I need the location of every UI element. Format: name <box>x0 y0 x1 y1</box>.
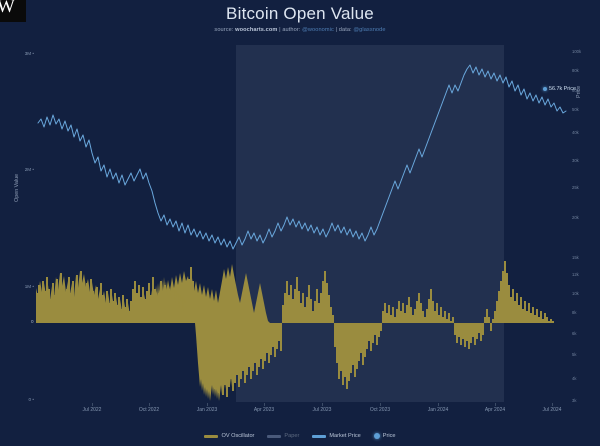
x-axis-tick-1: Oct 2022 <box>138 407 160 413</box>
legend-label-market-price: Market Price <box>329 433 361 439</box>
right-axis-tick-0: 100k <box>572 49 582 54</box>
ov-oscillator-bars <box>36 267 198 323</box>
x-axis-tick-8: Jul 2024 <box>542 407 562 413</box>
ov-oscillator-final-bars <box>454 261 554 349</box>
woocharts-watermark: W <box>0 0 26 22</box>
subtitle-separator-1: | <box>279 27 281 33</box>
right-axis-tick-7: 20k <box>572 215 579 220</box>
plot-area <box>36 45 568 402</box>
x-tickmark-0 <box>92 403 93 406</box>
oscillator-detail-layer <box>36 261 554 397</box>
right-axis-tick-9: 12k <box>572 272 579 277</box>
legend-swatch-paper <box>267 434 282 438</box>
right-axis-tick-1: 80k <box>572 68 579 73</box>
x-tickmark-5 <box>380 403 381 406</box>
price-marker-label: 56.7k Price <box>549 86 576 92</box>
right-axis-tick-13: 5k <box>572 352 577 357</box>
left-axis-tick-2: 1M • <box>24 284 34 289</box>
right-axis-tick-8: 15k <box>572 255 579 260</box>
legend-item-market-price[interactable]: Market Price <box>312 433 361 439</box>
legend-swatch-market-price <box>312 434 327 438</box>
market-price-layer <box>37 64 567 250</box>
x-axis-tick-5: Oct 2023 <box>369 407 391 413</box>
subtitle-source-value: woocharts.com <box>235 27 278 33</box>
watermark-letter: W <box>0 0 15 17</box>
subtitle-data-label: data: <box>338 27 352 33</box>
x-tickmark-3 <box>264 403 265 406</box>
x-axis-tick-7: Apr 2024 <box>484 407 506 413</box>
x-tickmark-6 <box>438 403 439 406</box>
legend-label-ov-oscillator: OV Oscillator <box>221 433 255 439</box>
legend-swatch-ov-oscillator <box>204 434 219 438</box>
x-axis-tick-3: Apr 2023 <box>253 407 275 413</box>
ov-oscillator-late2023-bars <box>334 323 382 389</box>
x-axis-tick-6: Jan 2024 <box>427 407 449 413</box>
chart-subtitle: source: woocharts.com | author: @woonomi… <box>0 27 600 33</box>
subtitle-data-value: @glassnode <box>353 27 386 33</box>
price-marker-dot <box>543 87 547 91</box>
left-axis-tick-0: 3M • <box>24 51 34 56</box>
right-axis-tick-4: 40k <box>572 130 579 135</box>
ov-oscillator-negative-bars <box>198 323 282 397</box>
legend-item-paper[interactable]: Paper <box>267 433 299 439</box>
right-axis-tick-12: 6k <box>572 331 577 336</box>
x-axis-tick-4: Jul 2023 <box>312 407 332 413</box>
left-axis-tick-1: 2M • <box>24 167 34 172</box>
ov-oscillator-2024-bars <box>382 289 454 323</box>
x-tickmark-4 <box>322 403 323 406</box>
legend-item-price[interactable]: Price <box>373 433 396 439</box>
x-tickmark-7 <box>495 403 496 406</box>
legend-label-price: Price <box>382 433 396 439</box>
x-tickmark-2 <box>207 403 208 406</box>
right-axis-tick-14: 4k <box>572 376 577 381</box>
market-price-line <box>37 64 567 250</box>
x-axis-tick-0: Jul 2022 <box>82 407 102 413</box>
right-axis-tick-6: 25k <box>572 185 579 190</box>
left-axis-title: Open Value <box>14 173 20 202</box>
x-axis-tick-2: Jan 2023 <box>196 407 218 413</box>
subtitle-source-label: source: <box>214 27 234 33</box>
chart-legend: OV Oscillator Paper Market Price Price <box>0 433 600 439</box>
right-axis-tick-15: 3k <box>572 398 577 403</box>
legend-swatch-price-dot <box>373 433 380 439</box>
right-axis-tick-3: 50k <box>572 107 579 112</box>
x-tickmark-8 <box>552 403 553 406</box>
ov-oscillator-2023-bars <box>282 271 334 323</box>
oscillator-zero-label: 0 <box>31 319 34 324</box>
subtitle-author-value: @woonomic <box>302 27 334 33</box>
right-axis-tick-2: 60k <box>572 88 579 93</box>
subtitle-separator-2: | <box>335 27 338 33</box>
left-axis-tick-3: 0 • <box>28 397 34 402</box>
legend-label-paper: Paper <box>284 433 300 439</box>
right-axis-tick-11: 8k <box>572 310 577 315</box>
right-axis-tick-5: 30k <box>572 158 579 163</box>
price-marker: 56.7k Price <box>543 86 576 92</box>
right-axis-tick-10: 10k <box>572 291 579 296</box>
legend-item-ov-oscillator[interactable]: OV Oscillator <box>204 433 254 439</box>
subtitle-author-label: author: <box>282 27 301 33</box>
x-tickmark-1 <box>149 403 150 406</box>
chart-title: Bitcoin Open Value <box>226 4 374 23</box>
